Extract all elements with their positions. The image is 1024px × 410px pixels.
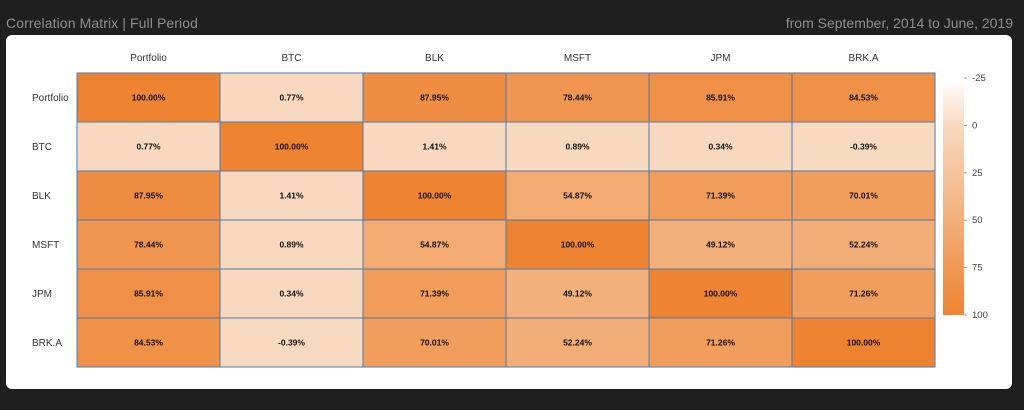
- cell-value-label: 85.91%: [706, 93, 735, 103]
- column-label-brk-a: BRK.A: [848, 53, 878, 64]
- column-label-jpm: JPM: [711, 53, 731, 64]
- heatmap-cell[interactable]: [76, 219, 221, 270]
- heatmap-cell[interactable]: [76, 268, 221, 319]
- cell-value-label: 1.41%: [279, 191, 304, 201]
- row-label-jpm: JPM: [32, 289, 52, 300]
- cell-value-label: 71.26%: [706, 338, 735, 348]
- colorbar-tick-label: 75: [972, 263, 983, 274]
- cell-value-label: 100.00%: [704, 289, 738, 299]
- chart-panel: Portfolio BTC BLK MSFT JPM BRK.A Portfolio BTC B…: [6, 35, 1012, 389]
- cell-value-label: 49.12%: [706, 240, 735, 250]
- heatmap-cell[interactable]: [505, 219, 650, 270]
- heatmap-cell[interactable]: [362, 72, 507, 123]
- cell-value-label: 70.01%: [420, 338, 449, 348]
- cell-value-label: 0.34%: [279, 289, 304, 299]
- cell-value-label: 0.77%: [136, 142, 161, 152]
- correlation-heatmap: Portfolio BTC BLK MSFT JPM BRK.A Portfolio BTC B…: [32, 53, 988, 368]
- heatmap-cell[interactable]: [648, 170, 793, 221]
- column-label-blk: BLK: [425, 53, 444, 64]
- heatmap-cell[interactable]: [648, 317, 793, 368]
- heatmap-cell[interactable]: [791, 317, 936, 368]
- cell-value-label: 100.00%: [561, 240, 595, 250]
- heatmap-cell[interactable]: [648, 268, 793, 319]
- heatmap-cell[interactable]: [791, 268, 936, 319]
- cell-value-label: 78.44%: [563, 93, 592, 103]
- column-label-portfolio: Portfolio: [130, 53, 167, 64]
- heatmap-cell[interactable]: [219, 219, 364, 270]
- colorbar-tick-label: 25: [972, 168, 983, 179]
- heatmap-cell[interactable]: [791, 72, 936, 123]
- cell-value-label: 78.44%: [134, 240, 163, 250]
- cell-value-label: 85.91%: [134, 289, 163, 299]
- heatmap-cell[interactable]: [76, 317, 221, 368]
- cell-value-label: 52.24%: [849, 240, 878, 250]
- cell-value-label: 0.34%: [708, 142, 733, 152]
- row-label-portfolio: Portfolio: [32, 93, 69, 104]
- cell-value-label: 87.95%: [134, 191, 163, 201]
- colorbar-tick-label: 100: [972, 310, 988, 321]
- heatmap-cell[interactable]: [219, 72, 364, 123]
- cell-value-label: 87.95%: [420, 93, 449, 103]
- row-label-blk: BLK: [32, 191, 51, 202]
- heatmap-cell[interactable]: [648, 219, 793, 270]
- row-label-msft: MSFT: [32, 240, 59, 251]
- date-range: from September, 2014 to June, 2019: [785, 15, 1013, 31]
- heatmap-cell[interactable]: [505, 170, 650, 221]
- cell-value-label: 54.87%: [420, 240, 449, 250]
- heatmap-cell[interactable]: [219, 121, 364, 172]
- cell-value-label: 84.53%: [849, 93, 878, 103]
- cell-value-label: 0.89%: [279, 240, 304, 250]
- cell-value-label: 54.87%: [563, 191, 592, 201]
- cell-value-label: 71.26%: [849, 289, 878, 299]
- heatmap-cell[interactable]: [505, 121, 650, 172]
- heatmap-cell[interactable]: [362, 268, 507, 319]
- heatmap-cell[interactable]: [505, 268, 650, 319]
- cell-value-label: 52.24%: [563, 338, 592, 348]
- heatmap-cell[interactable]: [791, 121, 936, 172]
- cell-value-label: 71.39%: [706, 191, 735, 201]
- heatmap-cell[interactable]: [362, 219, 507, 270]
- colorbar-tick-label: -25: [972, 73, 986, 84]
- heatmap-cell[interactable]: [648, 72, 793, 123]
- cell-value-label: 84.53%: [134, 338, 163, 348]
- cell-value-label: 1.41%: [422, 142, 447, 152]
- colorbar-tick-label: 50: [972, 215, 983, 226]
- cell-value-label: 100.00%: [847, 338, 881, 348]
- column-label-msft: MSFT: [564, 53, 591, 64]
- heatmap-cell[interactable]: [76, 72, 221, 123]
- cell-value-label: -0.39%: [850, 142, 877, 152]
- colorbar-tick-label: 0: [972, 120, 977, 131]
- heatmap-cell[interactable]: [76, 170, 221, 221]
- heatmap-cell[interactable]: [791, 219, 936, 270]
- row-label-brk-a: BRK.A: [32, 338, 62, 349]
- cell-value-label: 100.00%: [418, 191, 452, 201]
- colorbar: [943, 78, 964, 315]
- column-label-btc: BTC: [282, 53, 302, 64]
- chart-title: Correlation Matrix | Full Period: [6, 15, 199, 31]
- cell-value-label: 0.77%: [279, 93, 304, 103]
- cell-value-label: 0.89%: [565, 142, 590, 152]
- heatmap-cell[interactable]: [505, 317, 650, 368]
- row-label-btc: BTC: [32, 142, 52, 153]
- heatmap-cell[interactable]: [505, 72, 650, 123]
- cell-value-label: 70.01%: [849, 191, 878, 201]
- heatmap-cell[interactable]: [219, 170, 364, 221]
- cell-value-label: 49.12%: [563, 289, 592, 299]
- cell-value-label: 100.00%: [275, 142, 309, 152]
- cell-value-label: 100.00%: [132, 93, 166, 103]
- cell-value-label: -0.39%: [278, 338, 305, 348]
- heatmap-cell[interactable]: [791, 170, 936, 221]
- cell-value-label: 71.39%: [420, 289, 449, 299]
